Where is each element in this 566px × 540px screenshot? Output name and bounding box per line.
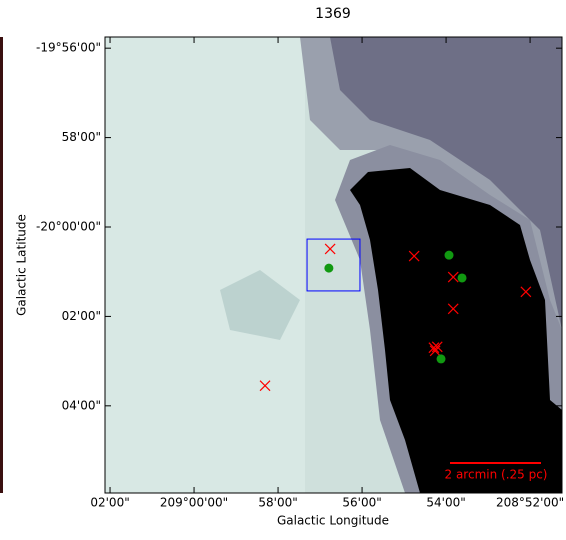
plot-frame xyxy=(104,36,563,494)
dot-marker xyxy=(457,273,467,283)
y-tick-label: 58'00" xyxy=(62,130,101,144)
cross-marker xyxy=(447,303,459,315)
cross-marker xyxy=(429,345,441,357)
x-tick-label: 208°52'00" xyxy=(496,496,564,510)
x-tick-label: 54'00" xyxy=(426,496,465,510)
sky-image xyxy=(105,37,562,493)
colorbar-edge xyxy=(0,37,3,493)
y-axis-label: Galactic Latitude xyxy=(15,214,29,316)
cross-marker xyxy=(520,286,532,298)
cross-marker xyxy=(259,380,271,392)
y-tick-label: 02'00" xyxy=(62,309,101,323)
region-box xyxy=(306,238,361,292)
dot-marker xyxy=(324,263,334,273)
dot-marker xyxy=(436,354,446,364)
cross-marker xyxy=(408,250,420,262)
x-tick-label: 209°00'00" xyxy=(160,496,228,510)
x-tick-label: 56'00" xyxy=(342,496,381,510)
scale-label: 2 arcmin (.25 pc) xyxy=(445,468,548,482)
chart-title: 1369 xyxy=(315,6,351,22)
dot-marker xyxy=(444,250,454,260)
y-tick-label: -19°56'00" xyxy=(36,41,101,55)
y-tick-label: 04'00" xyxy=(62,398,101,412)
x-tick-label: 02'00" xyxy=(90,496,129,510)
cross-marker xyxy=(324,243,336,255)
x-axis-label: Galactic Longitude xyxy=(277,514,389,528)
cross-marker xyxy=(447,271,459,283)
y-tick-label: -20°00'00" xyxy=(36,220,101,234)
cross-marker xyxy=(428,342,440,354)
x-tick-label: 58'00" xyxy=(258,496,297,510)
